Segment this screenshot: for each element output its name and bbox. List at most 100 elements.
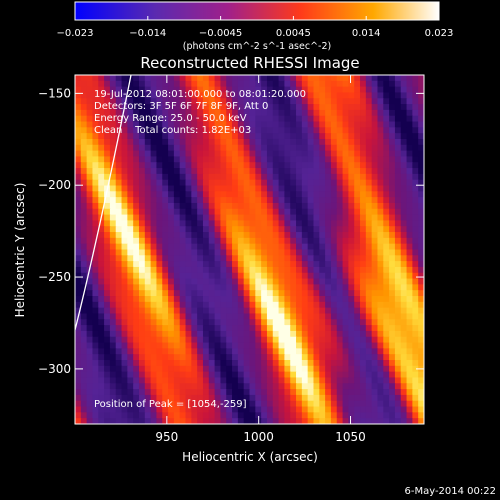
heatmap-cell (342, 377, 349, 384)
heatmap-cell (290, 301, 297, 309)
heatmap-cell (249, 179, 256, 187)
heatmap-cell (232, 98, 239, 105)
heatmap-cell (197, 255, 204, 262)
heatmap-cell (168, 191, 175, 198)
heatmap-cell (394, 168, 402, 175)
heatmap-cell (202, 168, 210, 175)
heatmap-cell (232, 232, 239, 239)
heatmap-cell (255, 202, 262, 210)
heatmap-cell (80, 400, 88, 408)
heatmap-cell (301, 156, 309, 163)
heatmap-cell (365, 86, 373, 94)
heatmap-cell (237, 80, 245, 88)
heatmap-cell (412, 86, 419, 94)
heatmap-cell (220, 80, 227, 88)
heatmap-cell (296, 237, 303, 245)
heatmap-cell (197, 214, 204, 222)
heatmap-cell (354, 138, 361, 146)
heatmap-cell (360, 185, 367, 192)
heatmap-cell (272, 394, 280, 402)
heatmap-cell (214, 214, 222, 222)
heatmap-cell (109, 133, 117, 140)
heatmap-cell (197, 284, 204, 291)
heatmap-cell (261, 214, 268, 222)
heatmap-cell (232, 197, 239, 204)
heatmap-cell (278, 354, 285, 361)
heatmap-cell (185, 290, 192, 297)
heatmap-cell (168, 383, 175, 390)
heatmap-cell (406, 150, 413, 158)
heatmap-cell (226, 249, 233, 256)
heatmap-cell (185, 197, 192, 204)
heatmap-cell (249, 220, 256, 227)
heatmap-cell (296, 92, 303, 99)
heatmap-cell (191, 208, 198, 216)
heatmap-cell (360, 313, 367, 320)
heatmap-cell (226, 150, 233, 158)
heatmap-cell (301, 173, 309, 181)
heatmap-cell (284, 226, 291, 233)
heatmap-cell (301, 197, 309, 204)
heatmap-cell (237, 255, 245, 262)
heatmap-cell (226, 127, 233, 134)
heatmap-cell (109, 406, 117, 413)
heatmap-cell (80, 138, 88, 146)
heatmap-cell (173, 319, 181, 326)
heatmap-cell (365, 208, 373, 216)
heatmap-cell (394, 249, 402, 256)
heatmap-cell (92, 325, 99, 332)
heatmap-cell (371, 319, 379, 326)
heatmap-cell (138, 261, 146, 268)
heatmap-cell (144, 342, 152, 349)
heatmap-cell (214, 406, 222, 413)
heatmap-cell (330, 354, 338, 361)
heatmap-cell (412, 202, 419, 210)
heatmap-cell (185, 237, 192, 245)
heatmap-cell (121, 301, 128, 309)
heatmap-cell (208, 354, 216, 361)
heatmap-cell (191, 86, 198, 94)
heatmap-cell (185, 75, 192, 82)
heatmap-cell (330, 249, 338, 256)
heatmap-cell (104, 342, 111, 349)
heatmap-cell (232, 418, 239, 424)
heatmap-cell (272, 168, 280, 175)
heatmap-cell (86, 208, 94, 216)
heatmap-cell (371, 336, 379, 344)
heatmap-cell (80, 360, 88, 367)
heatmap-cell (389, 185, 396, 192)
heatmap-cell (156, 162, 163, 169)
heatmap-cell (214, 400, 222, 408)
heatmap-cell (115, 121, 123, 128)
heatmap-cell (313, 377, 320, 384)
heatmap-cell (80, 208, 88, 216)
heatmap-cell (348, 232, 355, 239)
y-tick-label: −250 (38, 270, 71, 284)
heatmap-cell (179, 313, 187, 320)
heatmap-cell (80, 144, 88, 152)
heatmap-cell (296, 412, 303, 419)
heatmap-cell (168, 377, 175, 384)
heatmap-cell (179, 284, 187, 291)
heatmap-cell (354, 98, 361, 105)
heatmap-cell (348, 383, 355, 390)
heatmap-cell (237, 243, 245, 251)
heatmap-cell (313, 255, 320, 262)
heatmap-cell (226, 208, 233, 216)
heatmap-cell (354, 266, 361, 274)
heatmap-cell (168, 266, 175, 274)
heatmap-cell (168, 330, 175, 338)
heatmap-cell (394, 412, 402, 419)
heatmap-cell (168, 98, 175, 105)
heatmap-cell (80, 104, 88, 111)
heatmap-cell (179, 330, 187, 338)
heatmap-cell (121, 226, 128, 233)
heatmap-cell (365, 127, 373, 134)
heatmap-cell (121, 80, 128, 88)
heatmap-cell (226, 156, 233, 163)
heatmap-cell (249, 138, 256, 146)
heatmap-cell (325, 284, 332, 291)
heatmap-cell (377, 179, 384, 187)
heatmap-cell (255, 336, 262, 344)
heatmap-cell (115, 377, 123, 384)
